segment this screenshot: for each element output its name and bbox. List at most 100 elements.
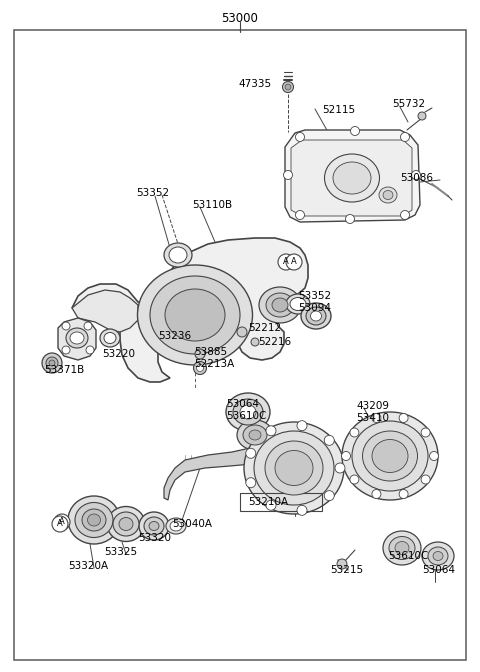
Text: 53325: 53325 (104, 547, 137, 557)
Circle shape (297, 505, 307, 515)
Ellipse shape (433, 552, 443, 560)
Circle shape (296, 132, 304, 142)
Ellipse shape (82, 509, 106, 531)
Ellipse shape (266, 293, 294, 317)
Ellipse shape (244, 422, 344, 514)
Ellipse shape (311, 311, 322, 321)
Circle shape (86, 346, 94, 354)
Ellipse shape (107, 507, 145, 542)
Text: 53320A: 53320A (68, 561, 108, 571)
Text: 53236: 53236 (158, 331, 191, 341)
Ellipse shape (243, 425, 267, 445)
Circle shape (62, 346, 70, 354)
Text: A: A (291, 257, 297, 267)
Ellipse shape (237, 420, 273, 450)
Text: 53040A: 53040A (172, 519, 212, 529)
Circle shape (324, 491, 334, 501)
Circle shape (196, 364, 204, 372)
Ellipse shape (383, 531, 421, 565)
Circle shape (266, 500, 276, 510)
Ellipse shape (169, 247, 187, 263)
Ellipse shape (150, 276, 240, 354)
Ellipse shape (166, 518, 186, 534)
Text: 52216: 52216 (258, 337, 291, 347)
Text: 53885: 53885 (194, 347, 227, 357)
Circle shape (195, 349, 205, 359)
Circle shape (54, 514, 70, 530)
Text: A: A (59, 517, 65, 526)
Polygon shape (72, 238, 308, 382)
Text: A: A (57, 519, 63, 528)
Text: 53352: 53352 (136, 188, 169, 198)
Ellipse shape (372, 439, 408, 472)
Ellipse shape (226, 393, 270, 431)
Ellipse shape (75, 503, 113, 538)
Polygon shape (58, 318, 96, 360)
Ellipse shape (104, 333, 116, 343)
Ellipse shape (66, 328, 88, 348)
Circle shape (400, 132, 409, 142)
Circle shape (350, 126, 360, 136)
Circle shape (42, 353, 62, 373)
Circle shape (46, 357, 58, 369)
Ellipse shape (233, 399, 263, 425)
Ellipse shape (306, 307, 326, 325)
Polygon shape (285, 130, 420, 222)
Circle shape (193, 362, 206, 374)
Circle shape (278, 254, 294, 270)
Circle shape (246, 478, 256, 488)
Circle shape (372, 413, 381, 423)
Text: 52213A: 52213A (194, 359, 234, 369)
Circle shape (421, 475, 430, 484)
Circle shape (399, 489, 408, 499)
Circle shape (337, 559, 347, 569)
Ellipse shape (87, 514, 100, 526)
Polygon shape (291, 140, 412, 216)
Circle shape (350, 475, 359, 484)
Ellipse shape (379, 187, 397, 203)
Ellipse shape (272, 298, 288, 312)
Text: 53000: 53000 (222, 11, 258, 24)
Ellipse shape (389, 536, 415, 560)
Circle shape (421, 428, 430, 437)
Text: 53064: 53064 (226, 399, 259, 409)
Ellipse shape (165, 289, 225, 341)
Ellipse shape (290, 298, 306, 310)
Text: 47335: 47335 (239, 79, 272, 89)
Ellipse shape (144, 517, 164, 535)
Ellipse shape (395, 542, 409, 554)
Text: 53220: 53220 (102, 349, 135, 359)
Ellipse shape (240, 405, 256, 419)
Ellipse shape (149, 521, 159, 530)
Circle shape (411, 171, 420, 179)
Text: 53610C: 53610C (388, 551, 428, 561)
Bar (240, 493, 322, 511)
Text: 53210A: 53210A (248, 497, 288, 507)
Ellipse shape (164, 243, 192, 267)
Ellipse shape (249, 430, 261, 440)
Ellipse shape (170, 521, 182, 531)
Ellipse shape (259, 287, 301, 323)
Ellipse shape (265, 441, 323, 495)
Text: 53320: 53320 (138, 533, 171, 543)
Ellipse shape (362, 431, 418, 481)
Circle shape (285, 84, 291, 90)
Ellipse shape (137, 265, 252, 365)
Circle shape (266, 426, 276, 435)
Circle shape (346, 214, 355, 224)
Circle shape (49, 360, 55, 366)
Circle shape (84, 322, 92, 330)
Ellipse shape (100, 329, 120, 347)
Ellipse shape (428, 547, 448, 565)
Ellipse shape (301, 303, 331, 329)
Circle shape (350, 428, 359, 437)
Circle shape (296, 210, 304, 220)
Circle shape (297, 421, 307, 431)
Ellipse shape (113, 512, 139, 536)
Text: 52115: 52115 (322, 105, 355, 115)
Ellipse shape (139, 512, 169, 540)
Circle shape (335, 463, 345, 473)
Circle shape (283, 81, 293, 93)
Circle shape (324, 435, 334, 446)
Circle shape (62, 322, 70, 330)
